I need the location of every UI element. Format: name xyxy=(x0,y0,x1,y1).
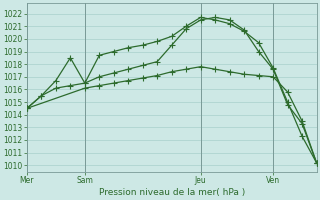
X-axis label: Pression niveau de la mer( hPa ): Pression niveau de la mer( hPa ) xyxy=(99,188,245,197)
